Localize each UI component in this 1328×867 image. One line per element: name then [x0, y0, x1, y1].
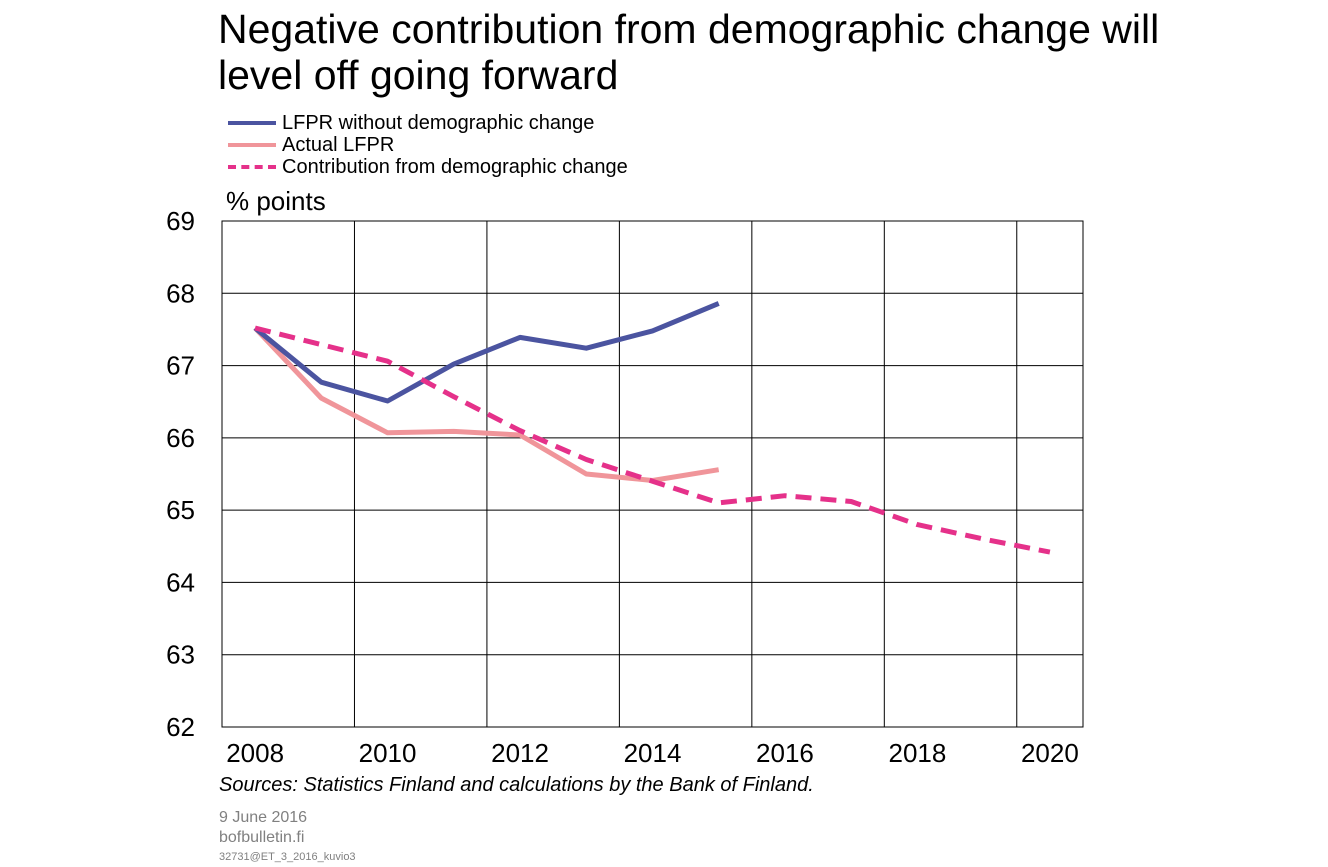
legend-item-contribution: Contribution from demographic change	[228, 156, 628, 178]
y-tick-label: 65	[166, 495, 195, 525]
x-tick-label: 2020	[1021, 738, 1079, 768]
sources-note: Sources: Statistics Finland and calculat…	[219, 774, 814, 796]
plot-area-border	[221, 220, 1084, 728]
y-tick-label: 69	[166, 206, 195, 236]
x-tick-label: 2012	[491, 738, 549, 768]
figure-code: 32731@ET_3_2016_kuvio3	[219, 851, 356, 863]
legend-swatch-actual-lfpr	[228, 143, 276, 147]
y-tick-label: 68	[166, 278, 195, 308]
y-tick-label: 64	[166, 567, 195, 597]
series-line-contribution	[254, 325, 1051, 555]
y-tick-label: 63	[166, 640, 195, 670]
publication-date: 9 June 2016	[219, 809, 308, 826]
y-tick-label: 66	[166, 423, 195, 453]
legend-label-actual-lfpr: Actual LFPR	[282, 134, 395, 156]
x-tick-label: 2014	[624, 738, 682, 768]
legend-swatch-lfpr-without-demographic	[228, 121, 276, 125]
x-tick-label: 2010	[359, 738, 417, 768]
chart-title: Negative contribution from demographic c…	[218, 6, 1160, 98]
x-tick-label: 2018	[889, 738, 947, 768]
legend-label-lfpr-without-demographic: LFPR without demographic change	[282, 112, 595, 134]
legend-label-contribution: Contribution from demographic change	[282, 156, 628, 178]
legend-swatch-contribution	[228, 165, 276, 169]
legend-item-lfpr-without-demographic: LFPR without demographic change	[228, 112, 594, 134]
x-tick-label: 2008	[226, 738, 284, 768]
y-tick-label: 67	[166, 351, 195, 381]
x-tick-label: 2016	[756, 738, 814, 768]
series-line-actual-lfpr	[253, 326, 720, 483]
y-axis-unit-label: % points	[226, 186, 326, 216]
series-line-lfpr-without-demographic	[253, 301, 720, 404]
y-tick-label: 62	[166, 712, 195, 742]
site-name: bofbulletin.fi	[219, 829, 305, 846]
legend-item-actual-lfpr: Actual LFPR	[228, 134, 394, 156]
